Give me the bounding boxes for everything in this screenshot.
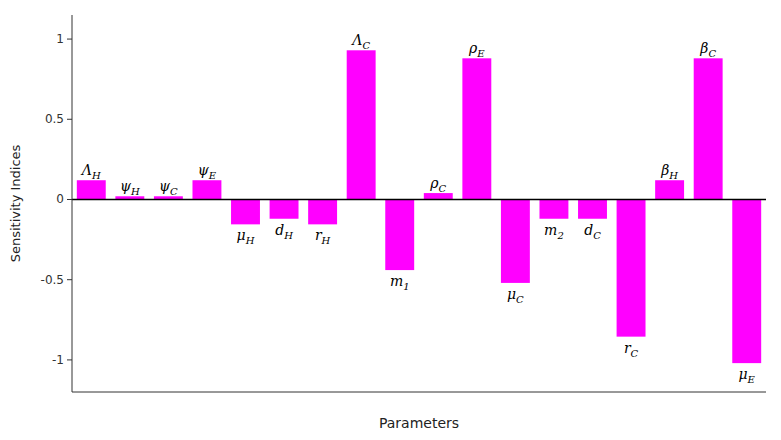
- bar-label: dH: [275, 222, 293, 241]
- y-tick-label: 0.5: [45, 112, 64, 126]
- bar-label: rC: [624, 340, 639, 359]
- bar: [385, 199, 414, 270]
- bar-label: ρC: [429, 175, 446, 194]
- bar: [270, 199, 299, 218]
- bar: [578, 199, 607, 218]
- y-tick: [67, 39, 72, 40]
- y-tick: [67, 119, 72, 120]
- bar-label: ψH: [120, 178, 140, 197]
- y-tick-label: 0: [56, 192, 64, 206]
- bar-label: m1: [390, 273, 410, 292]
- y-tick: [67, 279, 72, 280]
- y-tick-label: -1: [52, 353, 64, 367]
- y-tick-label: 1: [56, 32, 64, 46]
- bar-label: ψE: [198, 162, 217, 181]
- y-axis-title: Sensitivity Indices: [8, 144, 23, 262]
- bar-label: μH: [237, 227, 255, 246]
- bar-label: ΛH: [80, 162, 101, 181]
- bar: [655, 180, 684, 199]
- bar-label: dC: [584, 222, 601, 241]
- bar-label: m2: [544, 222, 564, 241]
- bar-label: μC: [507, 286, 524, 305]
- bar: [192, 180, 221, 199]
- bar-label: ρE: [468, 40, 485, 59]
- bar-label: rH: [315, 227, 331, 246]
- x-axis-line: [72, 392, 766, 393]
- y-tick: [67, 359, 72, 360]
- x-axis-title: Parameters: [379, 415, 459, 431]
- bar-label: μE: [739, 366, 756, 385]
- bar: [539, 199, 568, 218]
- bar: [501, 199, 530, 282]
- bar: [77, 180, 106, 199]
- zero-line: [72, 199, 766, 201]
- bar: [308, 199, 337, 224]
- bar: [694, 58, 723, 199]
- chart: -1 -0.5 0 0.5 1 ΛH ψH ψC ψE μH dH rH ΛC m1 ρC ρE μC m2 dC r…: [0, 0, 781, 440]
- bar: [617, 199, 646, 336]
- bar: [347, 50, 376, 199]
- bars: [77, 50, 761, 363]
- bar: [462, 58, 491, 199]
- bar-label: βC: [699, 40, 716, 59]
- bar-label: βH: [660, 162, 678, 181]
- bar: [231, 199, 260, 224]
- y-tick-label: -0.5: [41, 273, 64, 287]
- bar-label: ΛC: [350, 32, 370, 51]
- bar: [732, 199, 761, 363]
- y-tick: [67, 199, 72, 200]
- y-axis-line: [72, 15, 73, 392]
- bar-label: ψC: [159, 178, 178, 197]
